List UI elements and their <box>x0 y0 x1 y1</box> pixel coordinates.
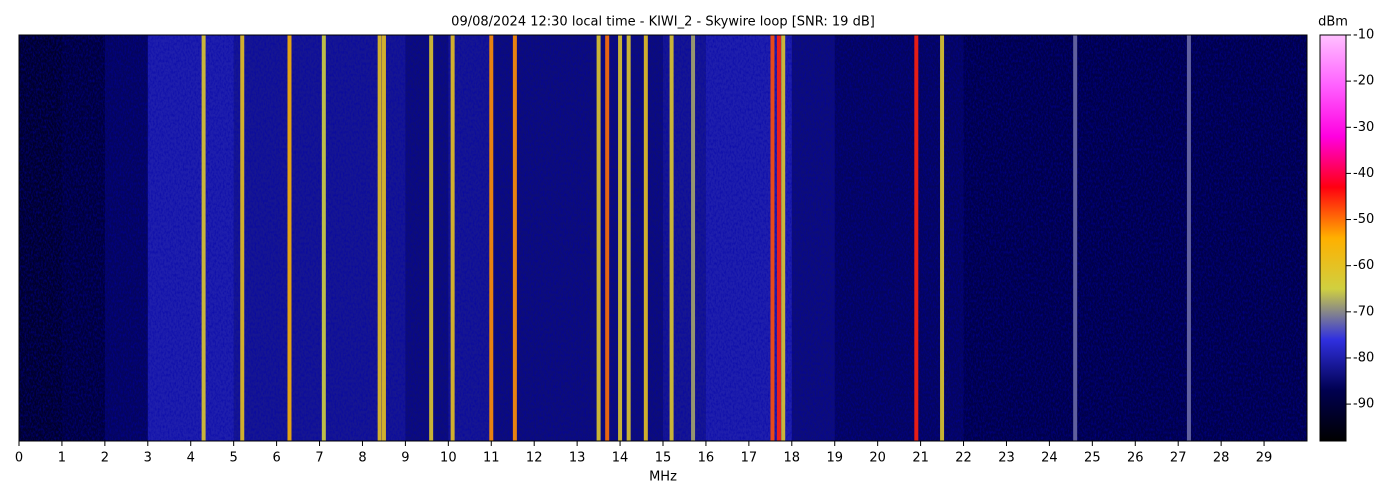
x-tick-label: 22 <box>955 451 972 466</box>
signal <box>781 35 786 441</box>
x-tick-label: 16 <box>698 451 715 466</box>
signal <box>489 35 494 441</box>
x-tick-label: 26 <box>1127 451 1144 466</box>
signal <box>618 35 623 441</box>
signal <box>381 35 386 441</box>
x-tick-label: 24 <box>1041 451 1058 466</box>
colorbar-tick-label: -60 <box>1353 258 1374 273</box>
plot-area <box>19 35 1307 441</box>
chart-title: 09/08/2024 12:30 local time - KIWI_2 - S… <box>451 15 875 30</box>
x-tick-label: 18 <box>784 451 801 466</box>
signal <box>691 35 696 441</box>
colorbar <box>1319 34 1347 442</box>
colorbar-label: dBm <box>1318 15 1348 30</box>
signal <box>201 35 206 441</box>
x-tick-label: 4 <box>187 451 195 466</box>
colorbar-tick-label: -40 <box>1353 166 1374 181</box>
signal <box>450 35 455 441</box>
colorbar-tick-label: -10 <box>1353 28 1374 43</box>
signal <box>940 35 945 441</box>
x-tick-label: 6 <box>272 451 280 466</box>
noise-texture <box>19 35 1307 441</box>
signal <box>643 35 648 441</box>
signal <box>287 35 292 441</box>
x-tick-label: 14 <box>612 451 629 466</box>
x-tick-label: 25 <box>1084 451 1101 466</box>
colorbar-tick-label: -90 <box>1353 397 1374 412</box>
x-tick-label: 23 <box>998 451 1015 466</box>
x-tick-label: 27 <box>1170 451 1187 466</box>
x-tick-label: 21 <box>912 451 929 466</box>
x-tick-label: 1 <box>58 451 66 466</box>
colorbar-tick-label: -80 <box>1353 350 1374 365</box>
signal <box>770 35 775 441</box>
signal <box>914 35 919 441</box>
x-tick-label: 15 <box>655 451 672 466</box>
x-tick-label: 3 <box>144 451 152 466</box>
x-axis-label: MHz <box>649 470 677 485</box>
signal <box>377 35 382 441</box>
x-tick-label: 19 <box>826 451 843 466</box>
signal <box>240 35 245 441</box>
x-tick-label: 13 <box>569 451 586 466</box>
signal <box>1186 35 1191 441</box>
x-tick-label: 17 <box>741 451 758 466</box>
x-tick-label: 5 <box>230 451 238 466</box>
signal <box>605 35 610 441</box>
signal <box>776 35 781 441</box>
x-tick-label: 28 <box>1213 451 1230 466</box>
signal <box>321 35 326 441</box>
x-tick-label: 11 <box>483 451 500 466</box>
signal <box>429 35 434 441</box>
x-tick-label: 12 <box>526 451 543 466</box>
colorbar-tick-label: -70 <box>1353 304 1374 319</box>
colorbar-tick-label: -50 <box>1353 212 1374 227</box>
signal <box>512 35 517 441</box>
colorbar-tick-label: -30 <box>1353 120 1374 135</box>
x-tick-label: 0 <box>15 451 23 466</box>
signal <box>626 35 631 441</box>
x-tick-label: 10 <box>440 451 457 466</box>
x-tick-label: 9 <box>401 451 409 466</box>
x-tick-label: 29 <box>1256 451 1273 466</box>
colorbar-tick-label: -20 <box>1353 74 1374 89</box>
signal <box>669 35 674 441</box>
signal <box>1073 35 1078 441</box>
x-tick-label: 20 <box>869 451 886 466</box>
x-tick-label: 2 <box>101 451 109 466</box>
x-tick-label: 8 <box>358 451 366 466</box>
signal <box>596 35 601 441</box>
x-tick-label: 7 <box>315 451 323 466</box>
